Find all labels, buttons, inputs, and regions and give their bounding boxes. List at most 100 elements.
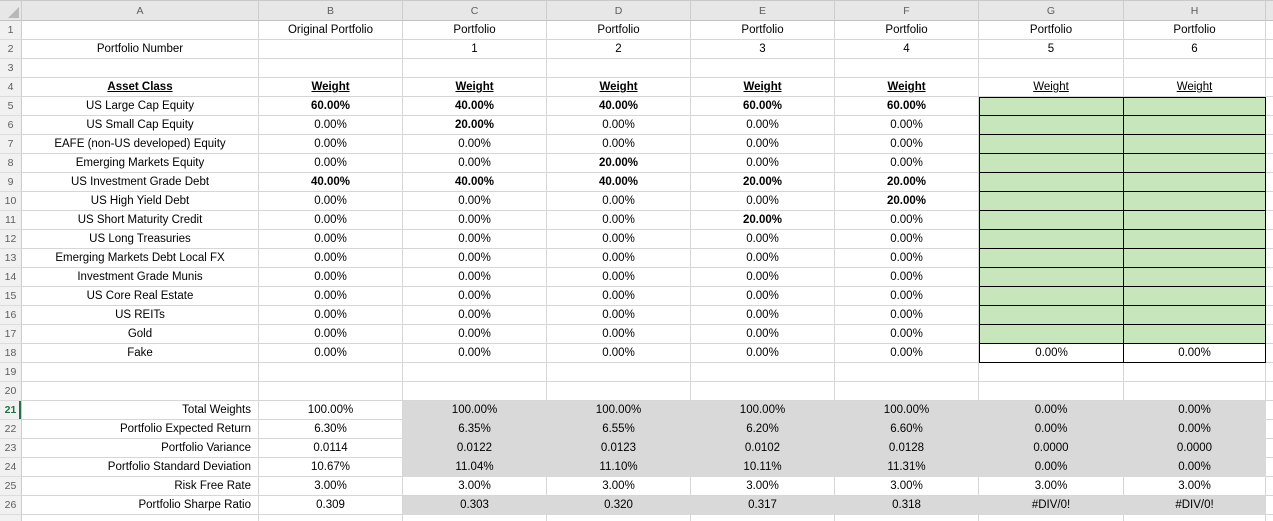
cell-B7[interactable]: 0.00%	[259, 135, 403, 154]
cell-B24[interactable]: 10.67%	[259, 458, 403, 477]
cell-E4[interactable]: Weight	[691, 78, 835, 97]
cell-F26[interactable]: 0.318	[835, 496, 979, 515]
row-header-3[interactable]: 3	[0, 59, 22, 78]
cell-B16[interactable]: 0.00%	[259, 306, 403, 325]
cell-H17[interactable]	[1124, 325, 1266, 344]
cell-A21[interactable]: Total Weights	[22, 401, 259, 420]
cell-G6[interactable]	[979, 116, 1124, 135]
cell-H12[interactable]	[1124, 230, 1266, 249]
row-header-2[interactable]: 2	[0, 40, 22, 59]
cell-H10[interactable]	[1124, 192, 1266, 211]
cell-G17[interactable]	[979, 325, 1124, 344]
cell-A10[interactable]: US High Yield Debt	[22, 192, 259, 211]
cell-G7[interactable]	[979, 135, 1124, 154]
cell-C24[interactable]: 11.04%	[403, 458, 547, 477]
cell-F4[interactable]: Weight	[835, 78, 979, 97]
cell-H7[interactable]	[1124, 135, 1266, 154]
cell-E6[interactable]: 0.00%	[691, 116, 835, 135]
cell-D24[interactable]: 11.10%	[547, 458, 691, 477]
cell-H16[interactable]	[1124, 306, 1266, 325]
cell-D7[interactable]: 0.00%	[547, 135, 691, 154]
cell-H11[interactable]	[1124, 211, 1266, 230]
cell-D11[interactable]: 0.00%	[547, 211, 691, 230]
cell-G10[interactable]	[979, 192, 1124, 211]
cell-C6[interactable]: 20.00%	[403, 116, 547, 135]
cell-C14[interactable]: 0.00%	[403, 268, 547, 287]
cell-E7[interactable]: 0.00%	[691, 135, 835, 154]
cell-G21[interactable]: 0.00%	[979, 401, 1124, 420]
cell-H14[interactable]	[1124, 268, 1266, 287]
column-header-A[interactable]: A	[22, 1, 259, 21]
cell-H18[interactable]: 0.00%	[1124, 344, 1266, 363]
cell-B23[interactable]: 0.0114	[259, 439, 403, 458]
cell-F24[interactable]: 11.31%	[835, 458, 979, 477]
cell-B15[interactable]: 0.00%	[259, 287, 403, 306]
cell-A26[interactable]: Portfolio Sharpe Ratio	[22, 496, 259, 515]
row-header-5[interactable]: 5	[0, 97, 22, 116]
cell-G12[interactable]	[979, 230, 1124, 249]
cell-B26[interactable]: 0.309	[259, 496, 403, 515]
cell-E18[interactable]: 0.00%	[691, 344, 835, 363]
cell-C21[interactable]: 100.00%	[403, 401, 547, 420]
cell-F19[interactable]	[835, 363, 979, 382]
select-all-corner[interactable]	[0, 1, 22, 21]
cell-D26[interactable]: 0.320	[547, 496, 691, 515]
cell-E15[interactable]: 0.00%	[691, 287, 835, 306]
cell-C5[interactable]: 40.00%	[403, 97, 547, 116]
cell-C8[interactable]: 0.00%	[403, 154, 547, 173]
cell-F23[interactable]: 0.0128	[835, 439, 979, 458]
row-header-1[interactable]: 1	[0, 21, 22, 40]
cell-G3[interactable]	[979, 59, 1124, 78]
cell-D22[interactable]: 6.55%	[547, 420, 691, 439]
cell-G1[interactable]: Portfolio	[979, 21, 1124, 40]
cell-G14[interactable]	[979, 268, 1124, 287]
cell-D15[interactable]: 0.00%	[547, 287, 691, 306]
row-header-22[interactable]: 22	[0, 420, 22, 439]
cell-C1[interactable]: Portfolio	[403, 21, 547, 40]
column-header-C[interactable]: C	[403, 1, 547, 21]
cell-E24[interactable]: 10.11%	[691, 458, 835, 477]
row-header-11[interactable]: 11	[0, 211, 22, 230]
cell-G5[interactable]	[979, 97, 1124, 116]
row-header-20[interactable]: 20	[0, 382, 22, 401]
cell-B18[interactable]: 0.00%	[259, 344, 403, 363]
cell-B9[interactable]: 40.00%	[259, 173, 403, 192]
cell-B13[interactable]: 0.00%	[259, 249, 403, 268]
cell-A2[interactable]: Portfolio Number	[22, 40, 259, 59]
cell-D12[interactable]: 0.00%	[547, 230, 691, 249]
cell-E21[interactable]: 100.00%	[691, 401, 835, 420]
cell-D10[interactable]: 0.00%	[547, 192, 691, 211]
cell-H23[interactable]: 0.0000	[1124, 439, 1266, 458]
column-header-B[interactable]: B	[259, 1, 403, 21]
cell-D17[interactable]: 0.00%	[547, 325, 691, 344]
row-header-13[interactable]: 13	[0, 249, 22, 268]
cell-D1[interactable]: Portfolio	[547, 21, 691, 40]
cell-C4[interactable]: Weight	[403, 78, 547, 97]
row-header-21[interactable]: 21	[0, 401, 22, 420]
cell-F20[interactable]	[835, 382, 979, 401]
cell-E3[interactable]	[691, 59, 835, 78]
cell-C23[interactable]: 0.0122	[403, 439, 547, 458]
cell-C25[interactable]: 3.00%	[403, 477, 547, 496]
cell-B14[interactable]: 0.00%	[259, 268, 403, 287]
cell-D16[interactable]: 0.00%	[547, 306, 691, 325]
cell-D8[interactable]: 20.00%	[547, 154, 691, 173]
cell-A9[interactable]: US Investment Grade Debt	[22, 173, 259, 192]
cell-F1[interactable]: Portfolio	[835, 21, 979, 40]
cell-B6[interactable]: 0.00%	[259, 116, 403, 135]
cell-E5[interactable]: 60.00%	[691, 97, 835, 116]
cell-A18[interactable]: Fake	[22, 344, 259, 363]
cell-C19[interactable]	[403, 363, 547, 382]
cell-C9[interactable]: 40.00%	[403, 173, 547, 192]
cell-H2[interactable]: 6	[1124, 40, 1266, 59]
cell-F6[interactable]: 0.00%	[835, 116, 979, 135]
cell-H4[interactable]: Weight	[1124, 78, 1266, 97]
cell-H1[interactable]: Portfolio	[1124, 21, 1266, 40]
cell-E9[interactable]: 20.00%	[691, 173, 835, 192]
column-header-H[interactable]: H	[1124, 1, 1266, 21]
cell-F9[interactable]: 20.00%	[835, 173, 979, 192]
cell-F21[interactable]: 100.00%	[835, 401, 979, 420]
row-header-9[interactable]: 9	[0, 173, 22, 192]
cell-D18[interactable]: 0.00%	[547, 344, 691, 363]
cell-E12[interactable]: 0.00%	[691, 230, 835, 249]
